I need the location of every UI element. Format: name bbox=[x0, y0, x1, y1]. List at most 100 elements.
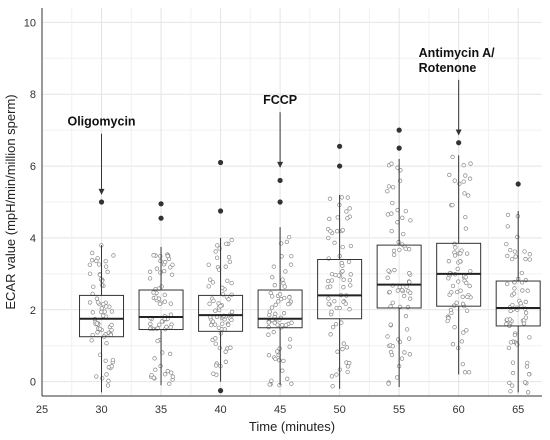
raw-point bbox=[164, 324, 169, 329]
raw-point bbox=[266, 324, 271, 330]
raw-point bbox=[453, 245, 458, 250]
raw-point bbox=[392, 267, 397, 273]
raw-point bbox=[334, 372, 339, 377]
raw-point bbox=[467, 283, 472, 289]
raw-point bbox=[452, 178, 457, 183]
raw-point bbox=[390, 300, 395, 305]
raw-point bbox=[508, 308, 513, 314]
raw-point bbox=[94, 321, 99, 326]
annotations: Oligomycin FCCP Antimycin A/Rotenone bbox=[67, 46, 495, 195]
raw-point bbox=[389, 228, 394, 234]
box-iqr bbox=[138, 289, 184, 331]
raw-point bbox=[102, 309, 107, 314]
raw-point bbox=[387, 289, 392, 295]
raw-point bbox=[162, 268, 167, 274]
raw-point bbox=[211, 371, 216, 376]
raw-point bbox=[510, 370, 516, 376]
outlier-point bbox=[158, 201, 164, 207]
raw-point bbox=[206, 284, 211, 289]
raw-point bbox=[213, 249, 218, 254]
raw-point bbox=[343, 301, 348, 306]
raw-point bbox=[395, 375, 400, 380]
raw-point bbox=[170, 374, 176, 379]
raw-point bbox=[389, 161, 394, 166]
raw-point bbox=[452, 253, 458, 258]
raw-point bbox=[348, 243, 354, 249]
raw-point bbox=[525, 390, 531, 395]
raw-point bbox=[509, 256, 515, 262]
raw-point bbox=[407, 352, 412, 357]
raw-point bbox=[408, 296, 413, 301]
raw-point bbox=[97, 262, 102, 267]
raw-point bbox=[208, 277, 213, 282]
raw-point bbox=[510, 383, 515, 388]
raw-point bbox=[147, 269, 153, 274]
raw-point bbox=[458, 259, 463, 264]
raw-point bbox=[508, 389, 513, 394]
x-tick-label: 35 bbox=[155, 404, 167, 416]
raw-point bbox=[458, 288, 463, 293]
raw-point bbox=[330, 384, 335, 389]
raw-point bbox=[463, 226, 468, 231]
raw-point bbox=[270, 275, 275, 280]
raw-point bbox=[328, 332, 333, 337]
raw-point bbox=[101, 313, 106, 318]
raw-point bbox=[222, 327, 227, 332]
raw-point bbox=[229, 237, 234, 243]
outlier-point bbox=[456, 140, 462, 146]
raw-point bbox=[327, 216, 332, 222]
raw-point bbox=[459, 339, 464, 344]
raw-point bbox=[347, 278, 353, 283]
raw-point bbox=[347, 307, 352, 312]
raw-point bbox=[386, 381, 391, 386]
raw-point bbox=[510, 360, 516, 365]
outlier-point bbox=[337, 143, 343, 149]
raw-point bbox=[400, 242, 405, 247]
raw-point bbox=[94, 296, 100, 301]
raw-point bbox=[326, 301, 331, 307]
raw-point bbox=[523, 310, 529, 315]
raw-point bbox=[147, 276, 153, 281]
raw-point bbox=[213, 336, 218, 341]
raw-point bbox=[397, 247, 402, 253]
raw-point bbox=[269, 305, 275, 310]
y-tick-label: 0 bbox=[30, 377, 36, 389]
x-tick-label: 40 bbox=[214, 404, 226, 416]
raw-point bbox=[284, 239, 289, 245]
raw-point bbox=[329, 278, 335, 283]
raw-point bbox=[385, 275, 390, 280]
raw-point bbox=[280, 277, 285, 282]
raw-point bbox=[402, 350, 407, 355]
raw-point bbox=[148, 321, 153, 327]
raw-point bbox=[155, 338, 160, 344]
raw-point bbox=[450, 342, 456, 347]
outlier-point bbox=[515, 181, 521, 187]
raw-point bbox=[339, 195, 344, 200]
raw-point bbox=[289, 253, 294, 259]
raw-point bbox=[390, 200, 395, 206]
raw-point bbox=[449, 310, 454, 316]
y-tick-label: 6 bbox=[30, 161, 36, 173]
raw-point bbox=[341, 341, 346, 346]
raw-point bbox=[333, 272, 338, 278]
raw-point bbox=[157, 322, 162, 327]
raw-point bbox=[391, 252, 397, 257]
raw-point bbox=[281, 281, 286, 286]
raw-point bbox=[344, 345, 350, 350]
raw-point bbox=[328, 284, 333, 289]
raw-point bbox=[111, 253, 116, 258]
annotation-label: FCCP bbox=[263, 93, 297, 107]
raw-point bbox=[209, 322, 214, 328]
raw-point bbox=[283, 269, 288, 274]
raw-point bbox=[340, 269, 345, 274]
raw-point bbox=[388, 349, 394, 355]
raw-point bbox=[460, 361, 465, 367]
raw-point bbox=[329, 309, 334, 314]
raw-point bbox=[507, 380, 512, 386]
raw-point bbox=[212, 322, 218, 327]
raw-point bbox=[229, 309, 235, 315]
raw-point bbox=[211, 298, 216, 303]
raw-point bbox=[406, 247, 412, 252]
raw-point bbox=[104, 341, 109, 346]
raw-point bbox=[512, 249, 518, 254]
